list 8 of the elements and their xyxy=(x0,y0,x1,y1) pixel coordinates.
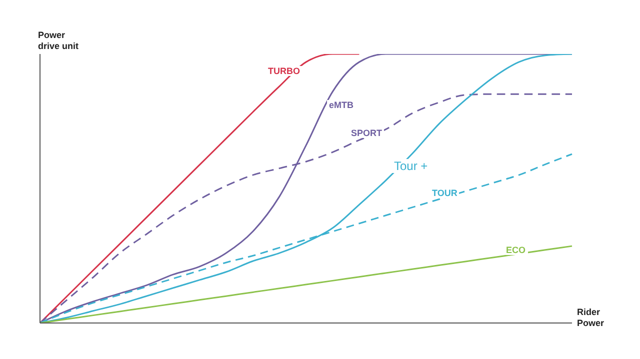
series-label: ECO xyxy=(504,245,528,255)
series-label: eMTB xyxy=(327,100,356,110)
y-axis-title: Power drive unit xyxy=(38,30,79,52)
series-label: Tour + xyxy=(392,159,430,173)
series-label: TOUR xyxy=(430,188,460,198)
series-label: SPORT xyxy=(349,128,384,138)
series-label: TURBO xyxy=(266,66,302,76)
x-axis-title: Rider Power xyxy=(577,307,604,329)
